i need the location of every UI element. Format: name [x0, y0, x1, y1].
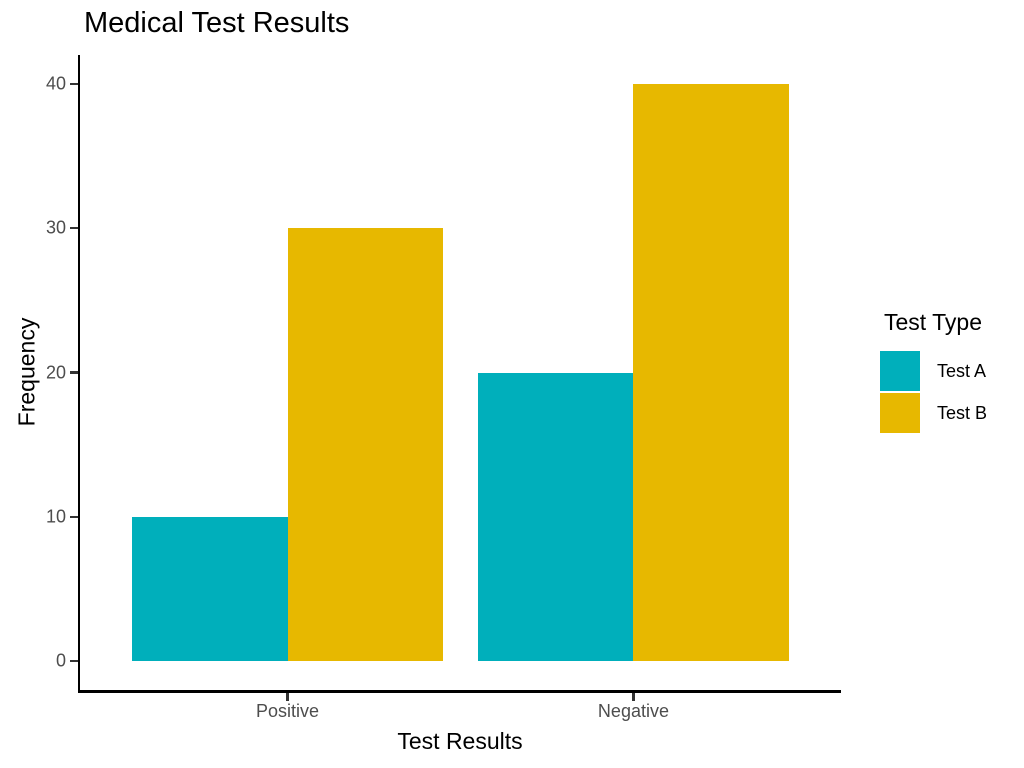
- legend-key-swatch-test-a: [880, 351, 920, 391]
- plot-title: Medical Test Results: [84, 7, 350, 39]
- x-tick-mark-positive: [286, 692, 289, 701]
- y-tick-label-10: 10: [45, 506, 66, 527]
- legend-label-test-a: Test A: [937, 360, 987, 381]
- bar-test-b-negative: [633, 83, 790, 662]
- y-axis-line: [77, 55, 80, 693]
- plot-panel: 0 10 20 30 40 Positive Negative: [46, 55, 841, 721]
- x-axis-title: Test Results: [397, 728, 523, 754]
- legend-item-test-b: Test B: [880, 393, 987, 433]
- x-tick-mark-negative: [632, 692, 635, 701]
- y-tick-label-0: 0: [55, 650, 66, 671]
- y-tick-mark-10: [69, 515, 78, 519]
- bar-test-a-positive: [131, 516, 288, 662]
- y-axis-title: Frequency: [13, 317, 40, 427]
- bar-test-b-positive: [287, 228, 444, 662]
- y-tick-mark-20: [69, 371, 78, 374]
- legend: Test Type Test A Test B: [880, 310, 987, 435]
- y-tick-mark-30: [69, 226, 78, 230]
- x-tick-label-negative: Negative: [597, 701, 669, 721]
- x-tick-label-positive: Positive: [256, 701, 320, 721]
- bar-test-a-negative: [477, 372, 634, 662]
- x-axis-line: [77, 690, 841, 693]
- y-tick-mark-0: [69, 659, 78, 663]
- y-tick-label-40: 40: [45, 73, 66, 94]
- y-tick-mark-40: [69, 82, 78, 86]
- legend-key-swatch-test-b: [880, 393, 920, 433]
- y-tick-label-30: 30: [45, 217, 66, 238]
- legend-items: Test A Test B: [880, 351, 987, 433]
- legend-label-test-b: Test B: [937, 402, 988, 423]
- legend-item-test-a: Test A: [880, 351, 987, 391]
- y-tick-label-20: 20: [45, 362, 66, 382]
- legend-title: Test Type: [884, 309, 983, 335]
